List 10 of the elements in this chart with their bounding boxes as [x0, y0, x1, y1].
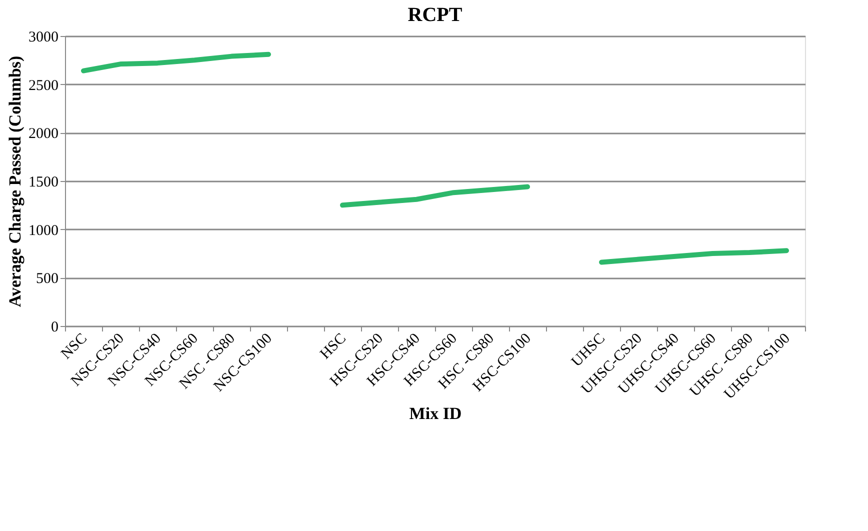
y-axis-title: Average Charge Passed (Columbs): [6, 56, 24, 308]
x-axis-title: Mix ID: [409, 404, 462, 423]
y-tick-label: 2500: [28, 78, 58, 94]
y-tick-label: 2000: [28, 126, 58, 142]
y-tick-label: 3000: [28, 30, 58, 46]
y-tick-label: 0: [51, 320, 58, 336]
y-tick-label: 1500: [28, 174, 58, 190]
y-tick-label: 1000: [28, 222, 58, 239]
y-tick-label: 500: [36, 271, 58, 288]
chart-title: RCPT: [408, 4, 463, 26]
